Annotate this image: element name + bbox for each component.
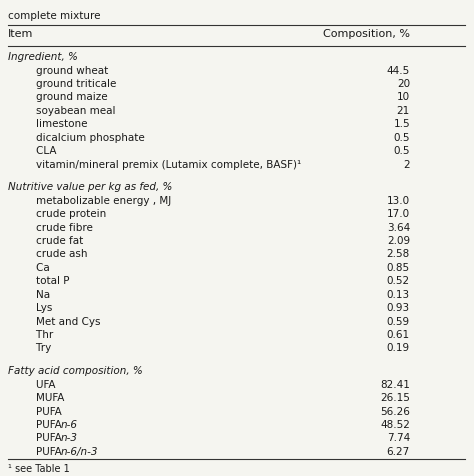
Text: ground triticale: ground triticale [23,79,117,89]
Text: 21: 21 [397,106,410,116]
Text: ground maize: ground maize [23,92,108,102]
Text: 2.09: 2.09 [387,236,410,246]
Text: total P: total P [23,276,70,286]
Text: Lys: Lys [23,303,52,313]
Text: PUFA: PUFA [23,420,65,430]
Text: 0.59: 0.59 [387,317,410,327]
Text: n-6/n-3: n-6/n-3 [61,447,98,457]
Text: 26.15: 26.15 [380,393,410,403]
Text: Composition, %: Composition, % [323,29,410,39]
Text: 0.19: 0.19 [387,343,410,353]
Text: MUFA: MUFA [23,393,64,403]
Text: 44.5: 44.5 [387,66,410,76]
Text: crude ash: crude ash [23,249,88,259]
Text: 6.27: 6.27 [387,447,410,457]
Text: CLA: CLA [23,146,56,156]
Text: 0.93: 0.93 [387,303,410,313]
Text: vitamin/mineral premix (Lutamix complete, BASF)¹: vitamin/mineral premix (Lutamix complete… [23,159,301,169]
Text: Thr: Thr [23,330,53,340]
Text: 17.0: 17.0 [387,209,410,219]
Text: crude fibre: crude fibre [23,223,93,233]
Text: n-6: n-6 [61,420,78,430]
Text: PUFA: PUFA [23,447,65,457]
Text: Ingredient, %: Ingredient, % [8,52,78,62]
Text: limestone: limestone [23,119,88,129]
Text: complete mixture: complete mixture [8,11,100,21]
Text: Try: Try [23,343,51,353]
Text: 2.58: 2.58 [387,249,410,259]
Text: 56.26: 56.26 [380,407,410,416]
Text: dicalcium phosphate: dicalcium phosphate [23,133,145,143]
Text: Nutritive value per kg as fed, %: Nutritive value per kg as fed, % [8,182,173,192]
Text: 20: 20 [397,79,410,89]
Text: 3.64: 3.64 [387,223,410,233]
Text: metabolizable energy , MJ: metabolizable energy , MJ [23,196,171,206]
Text: n-3: n-3 [61,433,78,443]
Text: 13.0: 13.0 [387,196,410,206]
Text: Fatty acid composition, %: Fatty acid composition, % [8,366,143,376]
Text: 2: 2 [403,159,410,169]
Text: 7.74: 7.74 [387,433,410,443]
Text: ¹ see Table 1: ¹ see Table 1 [8,464,70,474]
Text: 0.85: 0.85 [387,263,410,273]
Text: Met and Cys: Met and Cys [23,317,100,327]
Text: 0.5: 0.5 [393,133,410,143]
Text: 10: 10 [397,92,410,102]
Text: crude protein: crude protein [23,209,106,219]
Text: PUFA: PUFA [23,407,62,416]
Text: 0.5: 0.5 [393,146,410,156]
Text: Ca: Ca [23,263,50,273]
Text: 0.61: 0.61 [387,330,410,340]
Text: Item: Item [8,29,33,39]
Text: PUFA: PUFA [23,433,65,443]
Text: ground wheat: ground wheat [23,66,108,76]
Text: 48.52: 48.52 [380,420,410,430]
Text: UFA: UFA [23,380,55,390]
Text: soyabean meal: soyabean meal [23,106,116,116]
Text: Na: Na [23,290,50,300]
Text: 0.13: 0.13 [387,290,410,300]
Text: 1.5: 1.5 [393,119,410,129]
Text: crude fat: crude fat [23,236,83,246]
Text: 82.41: 82.41 [380,380,410,390]
Text: 0.52: 0.52 [387,276,410,286]
